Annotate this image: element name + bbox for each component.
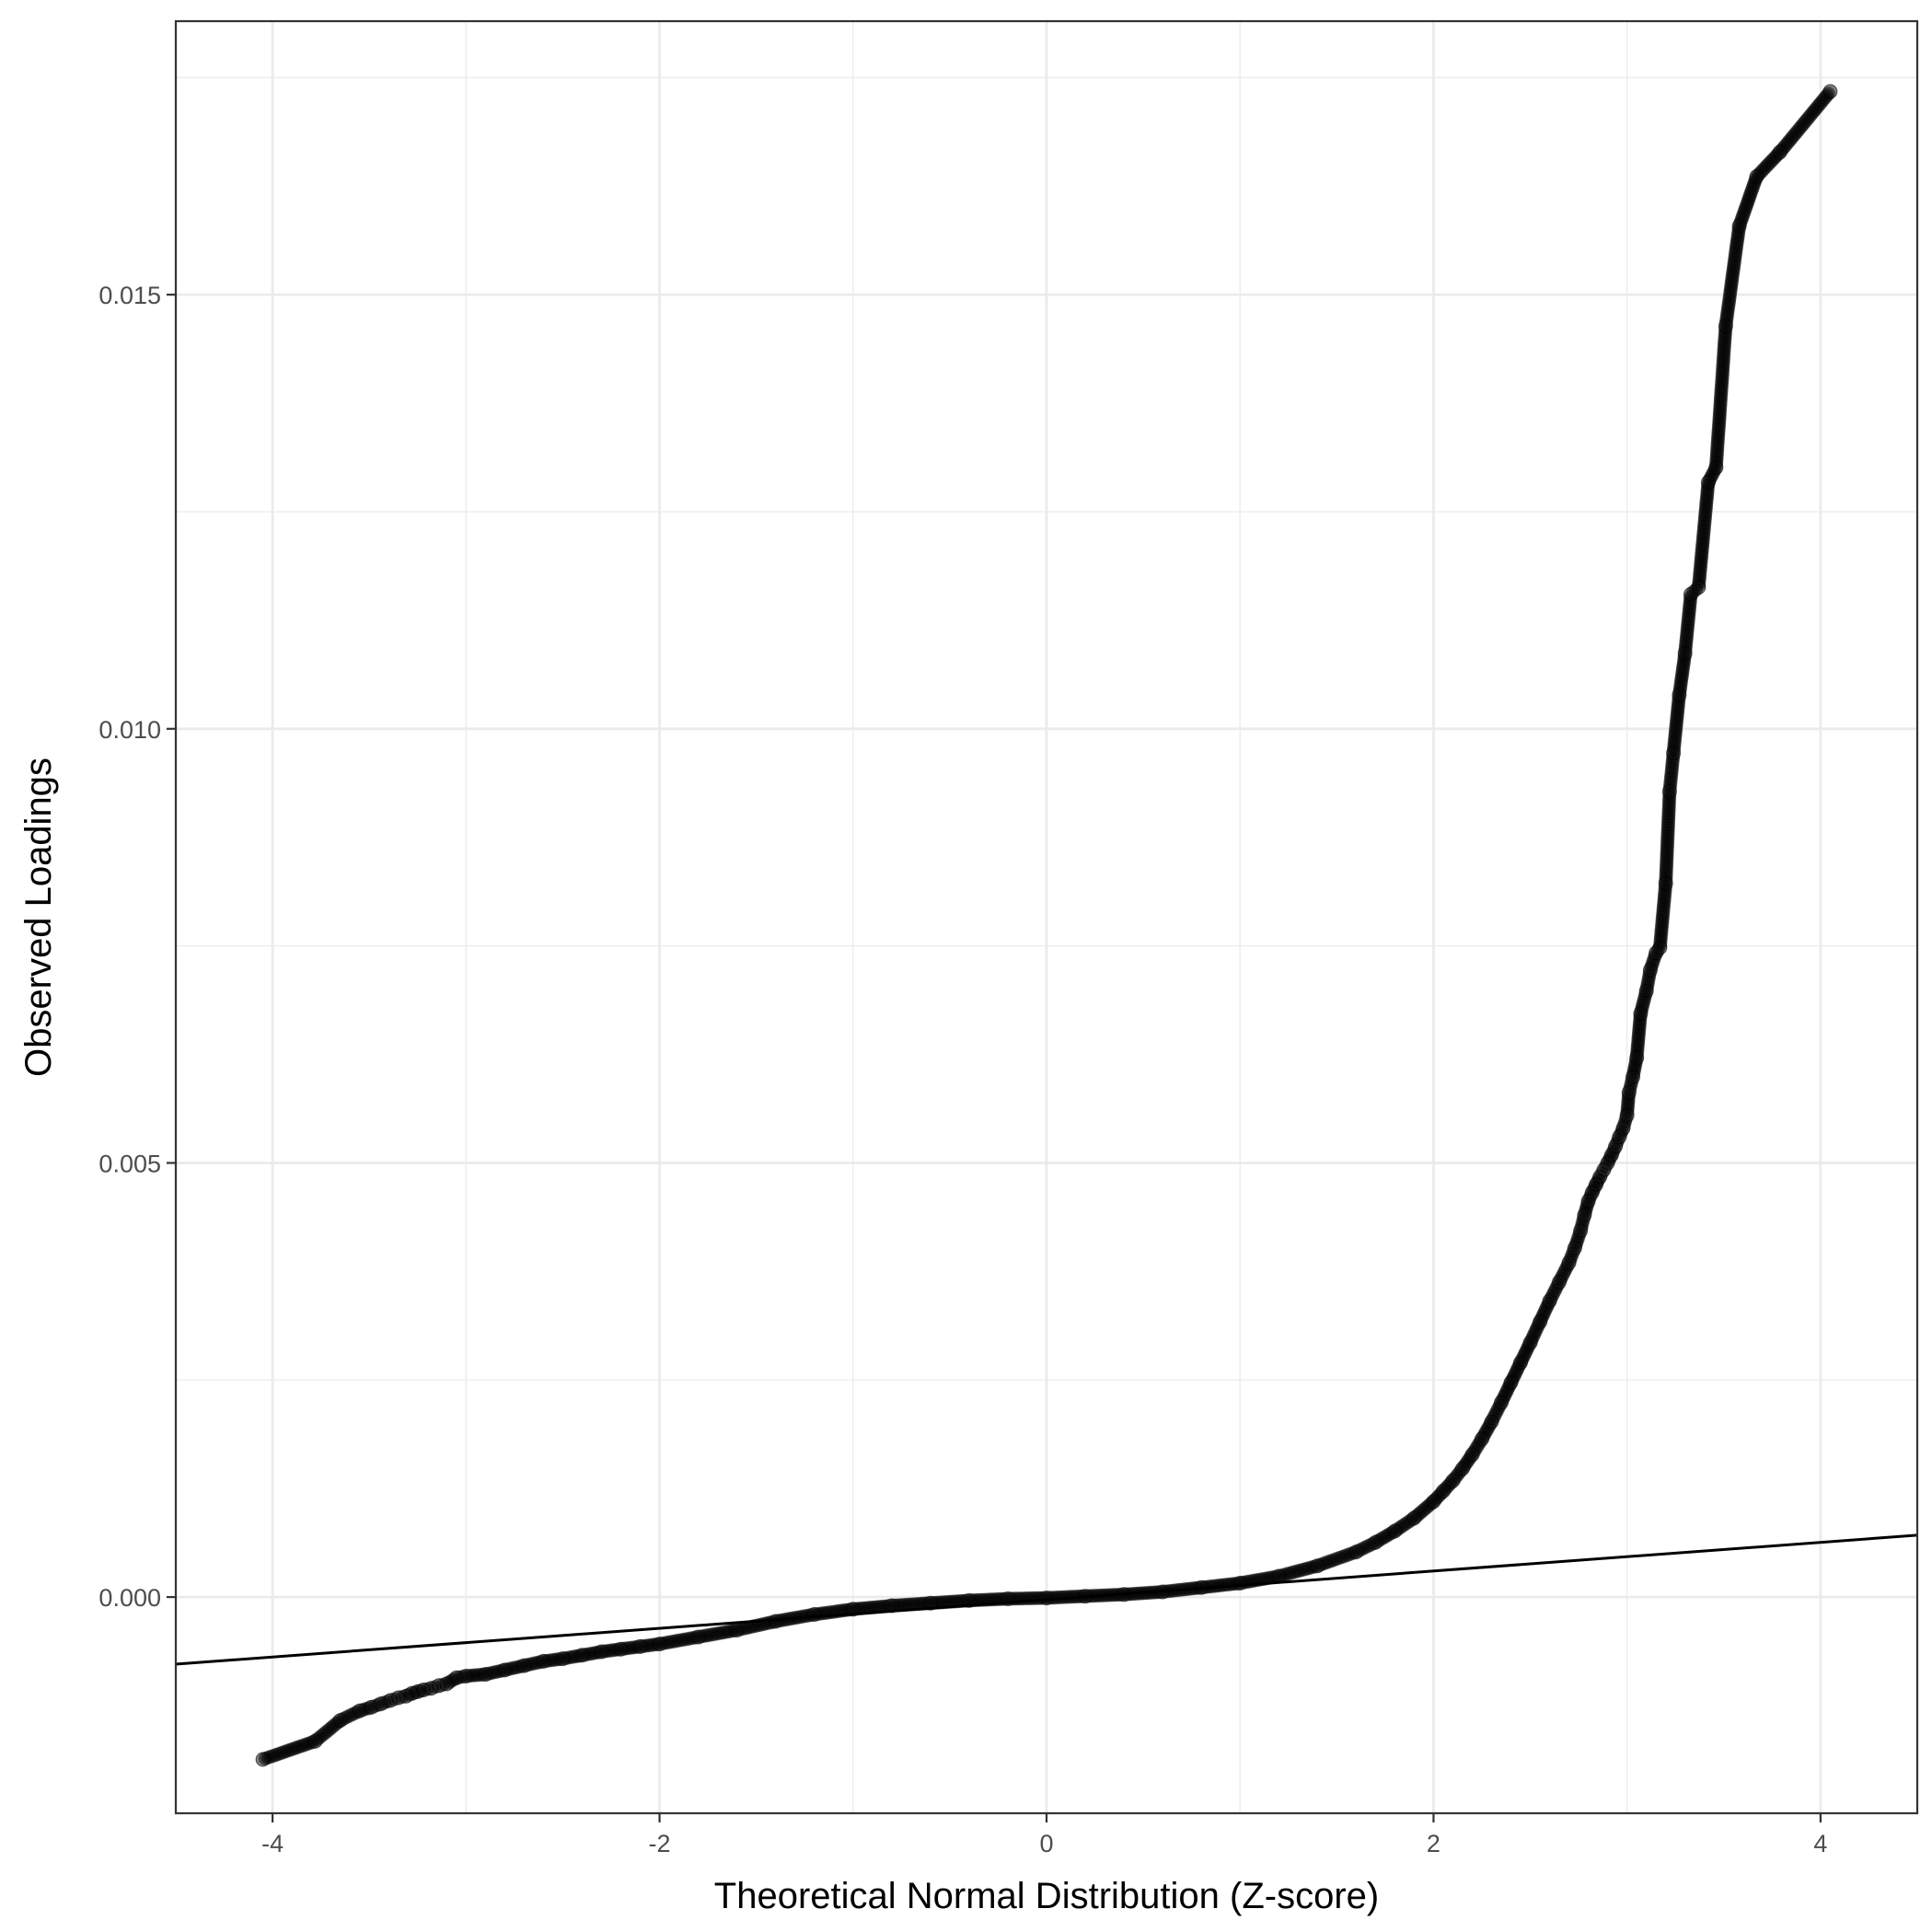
x-tick-label: 2 [1427, 1830, 1440, 1857]
y-tick-label: 0.015 [98, 282, 161, 309]
x-tick-label: 0 [1039, 1830, 1053, 1857]
x-axis-ticks: -4 -2 0 2 4 [261, 1813, 1827, 1857]
x-tick-label: 4 [1813, 1830, 1827, 1857]
y-axis-title: Observed Loadings [18, 758, 59, 1077]
y-tick-label: 0.005 [98, 1150, 161, 1177]
y-tick-label: 0.010 [98, 716, 161, 744]
y-axis-ticks: 0.000 0.005 0.010 0.015 [98, 282, 176, 1612]
x-axis-title: Theoretical Normal Distribution (Z-score… [714, 1876, 1379, 1916]
x-tick-label: -4 [261, 1830, 283, 1857]
data-point [1822, 84, 1838, 99]
y-tick-label: 0.000 [98, 1584, 161, 1612]
x-tick-label: -2 [649, 1830, 671, 1857]
data-points [255, 84, 1838, 1767]
